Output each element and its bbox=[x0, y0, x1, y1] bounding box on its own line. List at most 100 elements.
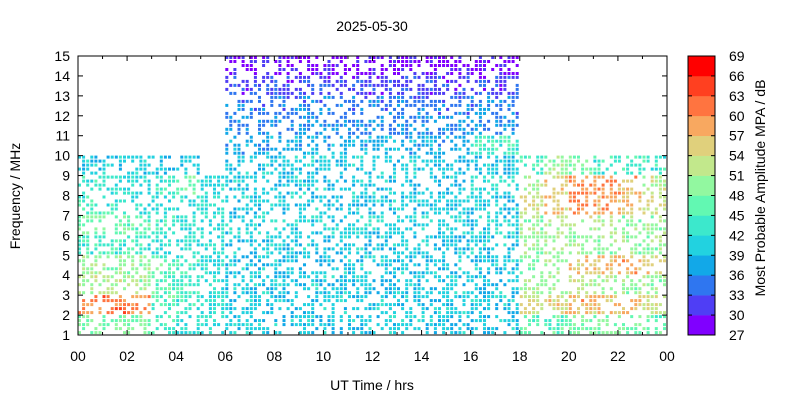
data-point bbox=[253, 251, 257, 255]
data-point bbox=[298, 79, 302, 83]
data-point bbox=[364, 91, 368, 95]
data-point bbox=[356, 167, 360, 171]
data-point bbox=[262, 79, 266, 83]
data-point bbox=[245, 231, 249, 235]
data-point bbox=[401, 291, 405, 295]
data-point bbox=[118, 243, 122, 247]
data-point bbox=[98, 323, 102, 327]
data-point bbox=[532, 267, 536, 271]
data-point bbox=[548, 287, 552, 291]
data-point bbox=[401, 123, 405, 127]
data-point bbox=[433, 311, 437, 315]
data-point bbox=[442, 323, 446, 327]
data-point bbox=[303, 287, 306, 291]
data-point bbox=[90, 319, 94, 323]
data-point bbox=[233, 91, 237, 95]
data-point bbox=[266, 151, 270, 155]
data-point bbox=[331, 275, 335, 279]
data-point bbox=[568, 319, 572, 323]
data-point bbox=[499, 107, 503, 111]
data-point bbox=[315, 151, 319, 155]
data-point bbox=[94, 271, 98, 275]
data-point bbox=[663, 187, 666, 191]
data-point bbox=[176, 283, 180, 287]
data-point bbox=[397, 255, 400, 259]
data-point bbox=[331, 267, 335, 271]
data-point bbox=[495, 167, 499, 171]
data-point bbox=[237, 99, 241, 103]
data-point bbox=[253, 283, 257, 287]
data-point bbox=[478, 119, 482, 123]
data-point bbox=[626, 179, 630, 183]
data-point bbox=[654, 287, 658, 291]
data-point bbox=[405, 291, 409, 295]
data-point bbox=[343, 263, 347, 267]
data-point bbox=[564, 175, 568, 179]
data-point bbox=[245, 323, 249, 327]
data-point bbox=[617, 255, 621, 259]
data-point bbox=[213, 187, 216, 191]
data-point bbox=[405, 323, 409, 327]
data-point bbox=[176, 215, 180, 219]
data-point bbox=[360, 327, 364, 331]
data-point bbox=[139, 263, 143, 267]
data-point bbox=[123, 263, 126, 267]
data-point bbox=[368, 211, 372, 215]
data-point bbox=[102, 235, 106, 239]
data-point bbox=[613, 191, 617, 195]
data-point bbox=[372, 191, 376, 195]
data-point bbox=[204, 299, 208, 303]
data-point bbox=[331, 295, 335, 299]
data-point bbox=[593, 283, 597, 287]
data-point bbox=[298, 131, 302, 135]
data-point bbox=[646, 327, 650, 331]
data-point bbox=[163, 311, 167, 315]
data-point bbox=[470, 179, 474, 183]
data-point bbox=[241, 159, 245, 163]
data-point bbox=[405, 99, 409, 103]
data-point bbox=[384, 243, 388, 247]
data-point bbox=[327, 68, 331, 71]
data-point bbox=[241, 56, 245, 59]
data-point bbox=[401, 183, 405, 187]
data-point bbox=[515, 95, 519, 99]
data-point bbox=[417, 60, 421, 63]
data-point bbox=[372, 68, 376, 71]
data-point bbox=[663, 283, 666, 287]
data-point bbox=[438, 127, 441, 131]
data-point bbox=[515, 263, 519, 267]
data-point bbox=[155, 227, 159, 231]
data-point bbox=[393, 115, 396, 119]
data-point bbox=[368, 287, 372, 291]
data-point bbox=[102, 299, 106, 303]
data-point bbox=[303, 131, 306, 135]
data-point bbox=[180, 295, 184, 299]
data-point bbox=[568, 179, 572, 183]
data-point bbox=[335, 163, 339, 167]
data-point bbox=[568, 323, 572, 327]
data-point bbox=[352, 243, 356, 247]
data-point bbox=[568, 175, 572, 179]
data-point bbox=[241, 307, 245, 311]
data-point bbox=[368, 72, 372, 75]
data-point bbox=[278, 247, 282, 251]
data-point bbox=[417, 299, 421, 303]
data-point bbox=[253, 75, 257, 79]
data-point bbox=[278, 275, 282, 279]
data-point bbox=[405, 123, 409, 127]
data-point bbox=[364, 60, 368, 63]
data-point bbox=[155, 283, 159, 287]
data-point bbox=[184, 167, 188, 171]
data-point bbox=[233, 68, 237, 71]
data-point bbox=[352, 95, 356, 99]
data-point bbox=[253, 179, 257, 183]
data-point bbox=[274, 87, 278, 91]
data-point bbox=[213, 191, 216, 195]
data-point bbox=[511, 75, 515, 79]
data-point bbox=[388, 191, 392, 195]
data-point bbox=[331, 231, 335, 235]
data-point bbox=[544, 319, 548, 323]
data-point bbox=[298, 283, 302, 287]
data-point bbox=[446, 87, 450, 91]
data-point bbox=[630, 179, 634, 183]
